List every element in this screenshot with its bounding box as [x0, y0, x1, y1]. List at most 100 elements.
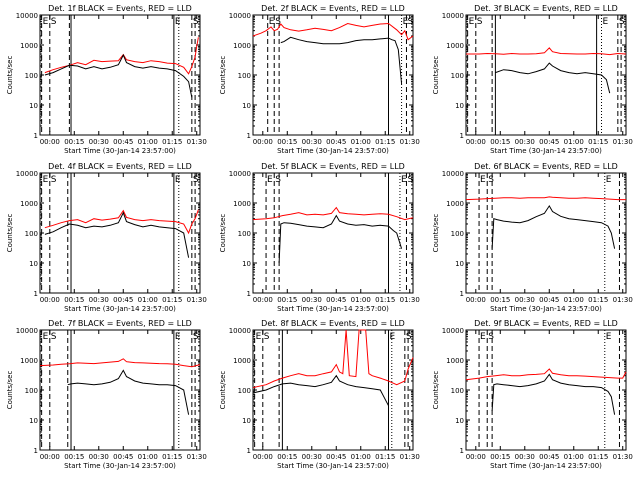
y-tick-label: 10 [455, 102, 464, 110]
chart-title: Det. 8f BLACK = Events, RED = LLD [261, 319, 405, 328]
x-tick-label: 00:45 [113, 138, 133, 146]
chart-title: Det. 7f BLACK = Events, RED = LLD [48, 319, 192, 328]
chart-title: Det. 3f BLACK = Events, RED = LLD [474, 4, 618, 13]
event-marker-label: E [256, 332, 262, 342]
y-tick-label: 1000 [20, 200, 38, 208]
x-axis-label: Start Time (30-Jan-14 23:57:00) [277, 147, 389, 155]
event-marker-label: E [606, 175, 612, 185]
y-tick-label: 10 [29, 417, 38, 425]
chart-panel-4: Det. 4f BLACK = Events, RED = LLD 1 10 100 1… [6, 162, 207, 313]
y-tick-label: 1 [34, 290, 38, 298]
y-tick-label: 100 [25, 72, 38, 80]
y-tick-label: 10 [242, 260, 251, 268]
chart-panel-7: Det. 7f BLACK = Events, RED = LLD 1 10 100 1… [6, 319, 207, 470]
chart-panel-2: Det. 2f BLACK = Events, RED = LLD 1 10 100 1… [219, 4, 420, 155]
x-tick-label: 00:15 [277, 296, 297, 304]
x-tick-label: 00:15 [277, 453, 297, 461]
y-tick-label: 1000 [446, 200, 464, 208]
x-axis-label: Start Time (30-Jan-14 23:57:00) [64, 462, 176, 470]
x-tick-label: 00:45 [326, 138, 346, 146]
event-marker-label: S [619, 17, 625, 27]
y-tick-label: 10 [29, 102, 38, 110]
event-marker-label: S [406, 332, 412, 342]
event-marker-label: S [488, 175, 494, 185]
event-marker-label: E [480, 332, 486, 342]
series-line-black [44, 211, 190, 258]
y-tick-label: 10 [242, 102, 251, 110]
y-tick-label: 100 [238, 72, 251, 80]
chart-panel-5: Det. 5f BLACK = Events, RED = LLD 1 10 100 1… [219, 162, 420, 313]
series-line-black [491, 373, 616, 415]
y-tick-label: 100 [238, 387, 251, 395]
event-marker-label: S [193, 17, 199, 27]
y-tick-label: 10 [455, 417, 464, 425]
y-tick-label: 1 [247, 290, 251, 298]
x-tick-label: 00:30 [89, 296, 109, 304]
x-tick-label: 01:15 [162, 296, 182, 304]
chart-panel-9: Det. 9f BLACK = Events, RED = LLD 1 10 100 1… [432, 319, 633, 470]
event-marker-label: E [606, 332, 612, 342]
y-tick-label: 10000 [229, 327, 251, 335]
x-tick-label: 01:00 [564, 296, 584, 304]
x-tick-label: 00:30 [515, 453, 535, 461]
x-tick-label: 01:30 [400, 453, 420, 461]
event-marker-label: S [275, 17, 281, 27]
y-tick-label: 10000 [442, 12, 464, 20]
x-tick-label: 01:30 [187, 138, 207, 146]
y-tick-label: 100 [25, 387, 38, 395]
y-tick-label: 10000 [16, 327, 38, 335]
x-tick-label: 00:45 [113, 296, 133, 304]
event-marker-label: E [175, 17, 181, 27]
chart-panel-3: Det. 3f BLACK = Events, RED = LLD 1 10 100 1… [432, 4, 633, 155]
x-tick-label: 00:00 [253, 296, 273, 304]
series-line-black [44, 53, 193, 98]
y-tick-label: 10 [29, 260, 38, 268]
x-tick-label: 01:00 [138, 138, 158, 146]
x-tick-label: 00:30 [515, 138, 535, 146]
x-tick-label: 01:00 [138, 296, 158, 304]
x-axis-label: Start Time (30-Jan-14 23:57:00) [490, 147, 602, 155]
chart-title: Det. 5f BLACK = Events, RED = LLD [261, 162, 405, 171]
event-marker-label: E [390, 332, 396, 342]
series-line-black [252, 374, 389, 406]
event-marker-label: E [43, 17, 49, 27]
series-line-red [39, 358, 201, 368]
x-tick-label: 00:15 [64, 296, 84, 304]
series-line-red [44, 37, 199, 75]
series-line-red [252, 206, 414, 221]
y-axis-label: Counts/sec [219, 56, 227, 95]
x-tick-label: 00:45 [113, 453, 133, 461]
y-tick-label: 10000 [16, 170, 38, 178]
y-axis-label: Counts/sec [6, 56, 14, 95]
x-tick-label: 01:30 [400, 296, 420, 304]
event-marker-label: S [193, 175, 199, 185]
x-tick-label: 01:30 [400, 138, 420, 146]
y-tick-label: 10000 [16, 12, 38, 20]
x-tick-label: 00:45 [326, 296, 346, 304]
y-tick-label: 1 [460, 290, 464, 298]
y-tick-label: 1000 [446, 357, 464, 365]
x-tick-label: 01:15 [375, 138, 395, 146]
x-tick-label: 00:00 [466, 453, 486, 461]
x-tick-label: 01:15 [162, 453, 182, 461]
series-line-red [465, 368, 627, 381]
chart-title: Det. 4f BLACK = Events, RED = LLD [48, 162, 192, 171]
event-marker-label: E [269, 17, 275, 27]
x-axis-label: Start Time (30-Jan-14 23:57:00) [277, 305, 389, 313]
series-line-black [495, 62, 611, 94]
x-tick-label: 01:15 [588, 296, 608, 304]
series-line-black [67, 369, 190, 415]
x-tick-label: 01:30 [613, 453, 633, 461]
series-line-black [278, 214, 403, 264]
x-tick-label: 00:45 [326, 453, 346, 461]
event-marker-label: E [43, 175, 49, 185]
x-tick-label: 00:30 [302, 453, 322, 461]
event-marker-label: S [264, 332, 270, 342]
y-tick-label: 10000 [229, 170, 251, 178]
y-tick-label: 1000 [446, 42, 464, 50]
chart-title: Det. 1f BLACK = Events, RED = LLD [48, 4, 192, 13]
plot-frame [465, 329, 627, 451]
y-tick-label: 1000 [233, 42, 251, 50]
event-marker-label: E [43, 332, 49, 342]
